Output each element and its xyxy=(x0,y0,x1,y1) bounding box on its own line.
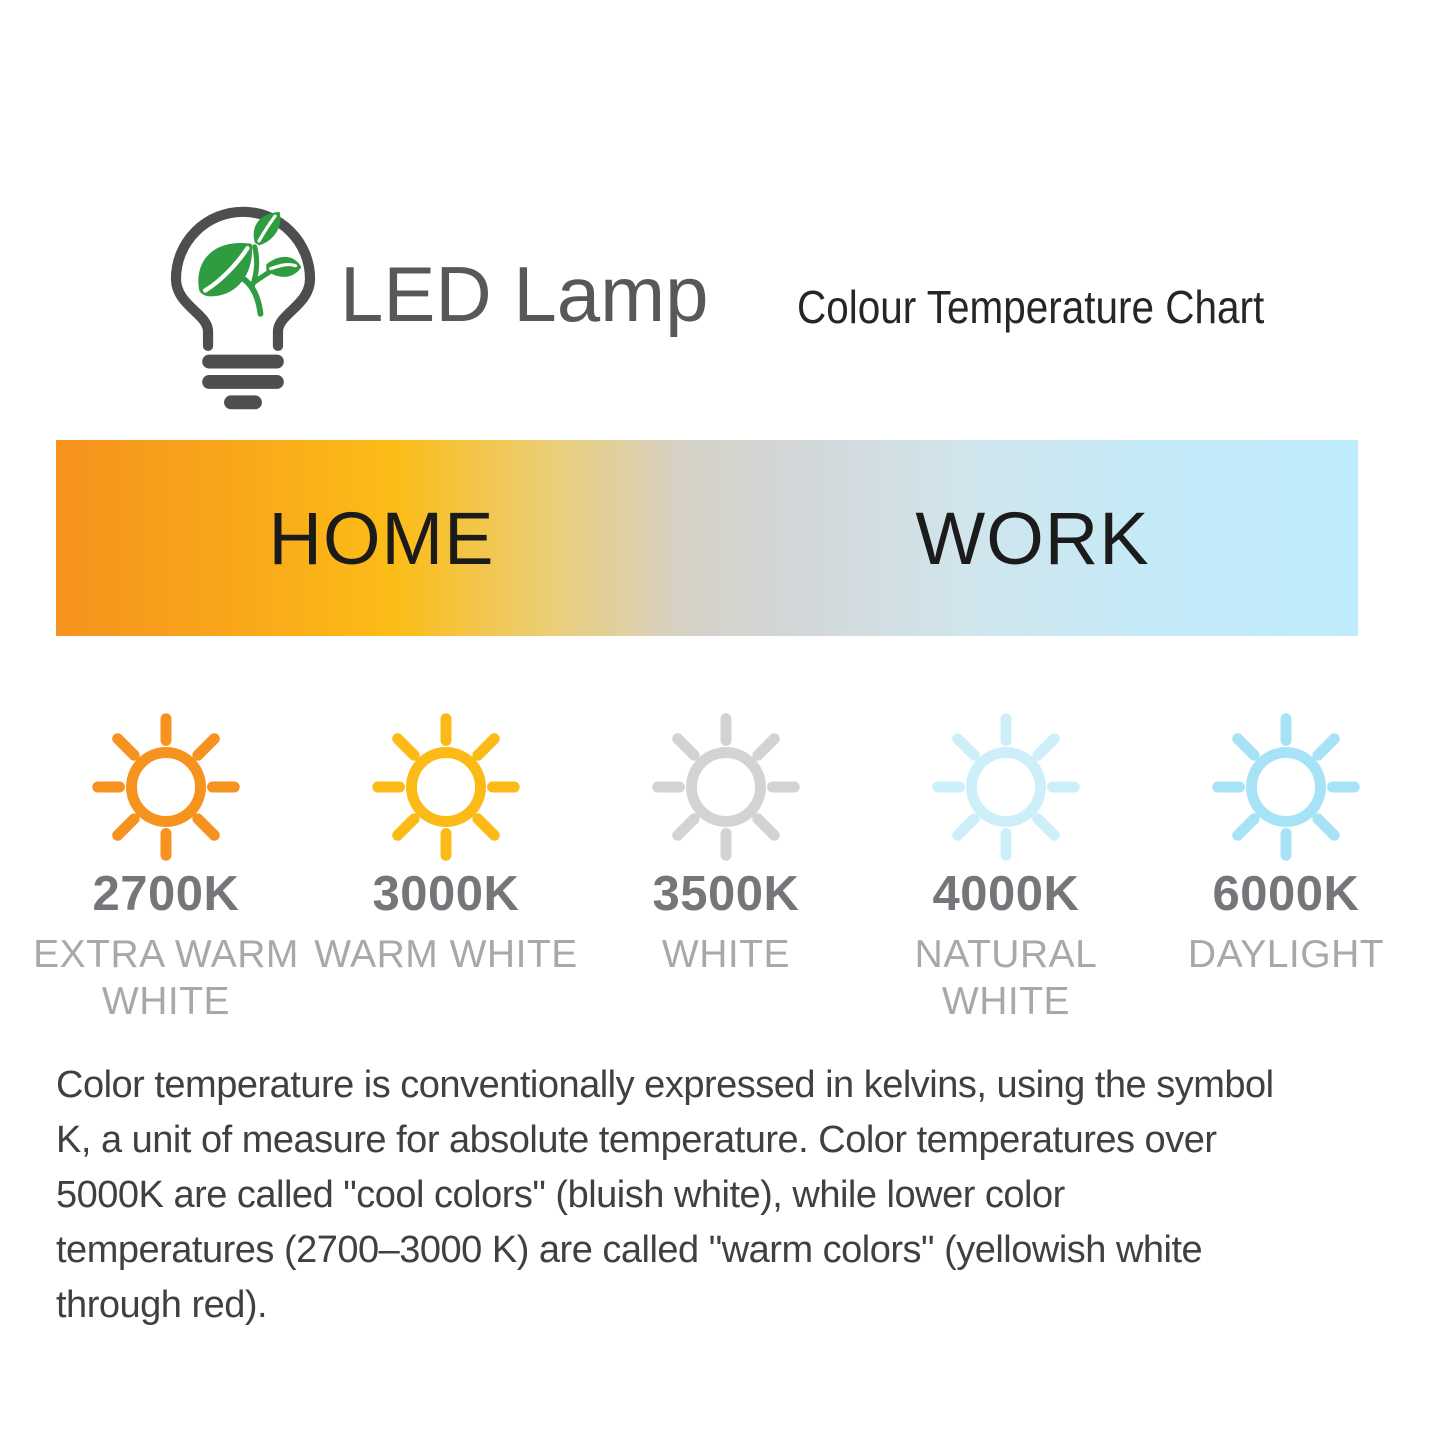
temperature-column: 2700K EXTRA WARM WHITE xyxy=(26,712,306,1026)
sun-icon xyxy=(1212,713,1360,861)
temperature-column: 3500K WHITE xyxy=(586,712,866,1026)
temperature-column: 6000K DAYLIGHT xyxy=(1146,712,1426,1026)
sun-icon xyxy=(372,713,520,861)
sun-icon xyxy=(92,713,240,861)
temperature-name: NATURAL WHITE xyxy=(914,932,1098,1024)
kelvin-label: 3000K xyxy=(372,867,520,921)
temperature-gradient-bar: HOME WORK xyxy=(56,440,1358,636)
work-zone: WORK xyxy=(707,440,1358,636)
temperature-name: DAYLIGHT xyxy=(1187,932,1385,976)
leaf-sprout xyxy=(198,211,302,317)
description-paragraph: Color temperature is conventionally expr… xyxy=(56,1064,1274,1326)
page-subtitle: Colour Temperature Chart xyxy=(797,281,1265,333)
temperature-name: WHITE xyxy=(661,932,791,976)
home-label: HOME xyxy=(268,496,495,580)
kelvin-label: 2700K xyxy=(92,867,240,921)
kelvin-label: 6000K xyxy=(1212,867,1360,921)
work-label: WORK xyxy=(915,496,1150,580)
temperature-name: EXTRA WARM WHITE xyxy=(33,932,299,1024)
sun-icon xyxy=(932,713,1080,861)
eco-led-bulb-icon xyxy=(170,206,316,410)
kelvin-label: 4000K xyxy=(932,867,1080,921)
temperature-name: WARM WHITE xyxy=(314,932,578,976)
temperature-column: 3000K WARM WHITE xyxy=(306,712,586,1026)
home-zone: HOME xyxy=(56,440,707,636)
kelvin-label: 3500K xyxy=(652,867,800,921)
sun-icon xyxy=(652,713,800,861)
page-title: LED Lamp xyxy=(340,250,709,338)
temperature-scale: 2700K EXTRA WARM WHITE 3000K WARM WHITE … xyxy=(26,712,1426,1026)
temperature-column: 4000K NATURAL WHITE xyxy=(866,712,1146,1026)
